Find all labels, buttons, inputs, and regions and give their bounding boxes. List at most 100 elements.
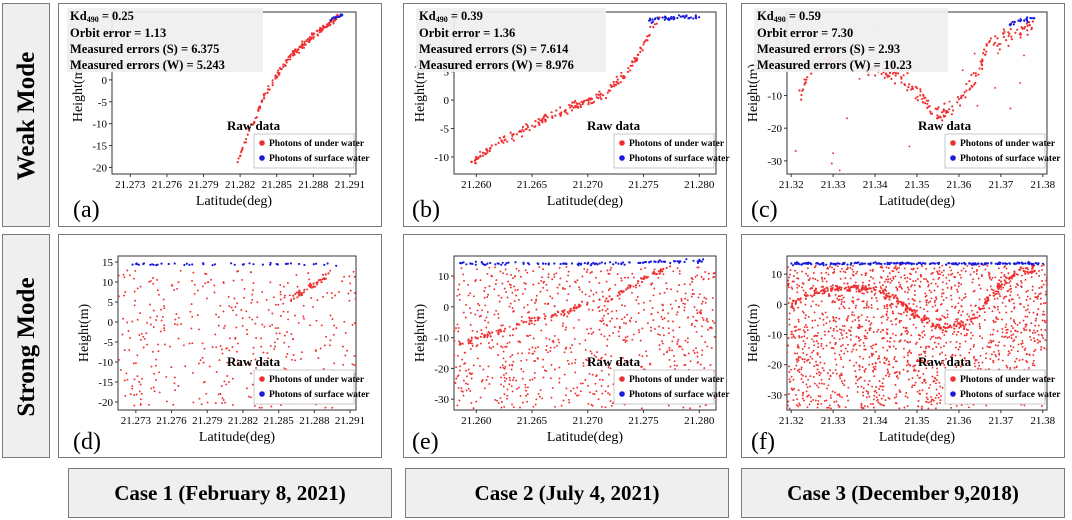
under-water-point — [921, 97, 924, 101]
under-water-point — [179, 269, 182, 272]
under-water-point — [921, 359, 924, 362]
under-water-point — [467, 387, 470, 390]
under-water-point — [870, 303, 873, 306]
surface-water-point — [600, 261, 603, 264]
surface-water-point — [667, 18, 670, 21]
under-water-point — [956, 96, 960, 99]
under-water-point — [257, 108, 260, 111]
under-water-point — [983, 53, 987, 56]
surface-water-point — [1023, 19, 1026, 22]
surface-water-point — [849, 263, 852, 266]
under-water-point — [874, 292, 877, 295]
under-water-point — [290, 358, 293, 361]
under-water-point — [240, 309, 243, 311]
surface-water-point — [1012, 23, 1015, 26]
under-water-point — [801, 286, 803, 289]
under-water-point — [190, 327, 193, 330]
under-water-point — [880, 287, 883, 290]
under-water-point — [896, 289, 899, 292]
under-water-point — [903, 83, 906, 86]
under-water-point — [966, 264, 969, 267]
under-water-point — [689, 407, 691, 410]
under-water-point — [692, 349, 695, 352]
under-water-point — [595, 375, 598, 378]
under-water-point — [673, 354, 676, 357]
under-water-point — [533, 360, 536, 362]
under-water-point — [1002, 286, 1005, 289]
under-water-point — [484, 286, 487, 289]
under-water-point — [927, 284, 930, 286]
under-water-point — [1039, 297, 1042, 300]
under-water-point — [467, 294, 470, 297]
under-water-point — [934, 282, 937, 285]
surface-water-point — [830, 262, 833, 265]
under-water-point — [1021, 342, 1024, 345]
under-water-point — [600, 384, 603, 387]
under-water-point — [818, 371, 820, 374]
under-water-point — [846, 267, 849, 270]
under-water-point — [581, 291, 584, 293]
surface-water-point — [483, 263, 486, 266]
under-water-point — [562, 322, 565, 325]
under-water-point — [326, 291, 329, 294]
under-water-point — [534, 120, 537, 123]
under-water-point — [501, 282, 504, 285]
surface-water-point — [660, 260, 663, 263]
under-water-point — [629, 286, 632, 289]
under-water-point — [788, 378, 791, 381]
under-water-point — [290, 299, 293, 302]
under-water-point — [836, 297, 839, 300]
under-water-point — [937, 318, 939, 321]
under-water-point — [351, 323, 354, 326]
under-water-point — [898, 407, 901, 410]
under-water-point — [686, 337, 689, 340]
under-water-point — [163, 324, 166, 327]
y-tick-label: -30 — [767, 390, 782, 402]
under-water-point — [930, 336, 933, 338]
under-water-point — [881, 337, 884, 340]
under-water-point — [912, 323, 915, 326]
under-water-point — [951, 305, 953, 308]
under-water-point — [1014, 329, 1016, 332]
under-water-point — [612, 332, 615, 334]
under-water-point — [964, 270, 967, 273]
under-water-point — [885, 286, 888, 288]
under-water-point — [950, 286, 953, 289]
under-water-point — [593, 354, 596, 357]
surface-water-point — [248, 262, 251, 265]
under-water-point — [706, 317, 708, 320]
surface-water-point — [810, 263, 813, 266]
y-tick-label: 10 — [771, 269, 783, 281]
under-water-point — [153, 390, 156, 393]
under-water-point — [544, 120, 547, 123]
under-water-point — [802, 283, 805, 285]
under-water-point — [892, 366, 895, 369]
surface-water-point — [670, 16, 673, 19]
under-water-point — [903, 406, 906, 409]
under-water-point — [887, 396, 890, 399]
under-water-point — [844, 286, 848, 289]
under-water-point — [1023, 26, 1026, 29]
under-water-point — [819, 361, 822, 364]
under-water-point — [941, 281, 944, 284]
under-water-point — [928, 289, 931, 292]
under-water-point — [801, 358, 804, 360]
under-water-point — [546, 351, 549, 354]
under-water-point — [988, 275, 991, 278]
under-water-point — [796, 346, 799, 349]
under-water-point — [471, 329, 474, 332]
under-water-point — [584, 339, 587, 342]
under-water-point — [854, 281, 857, 284]
under-water-point — [913, 284, 916, 287]
under-water-point — [1002, 28, 1006, 31]
under-water-point — [520, 135, 524, 138]
under-water-point — [696, 274, 699, 277]
under-water-point — [993, 305, 996, 308]
under-water-point — [899, 283, 902, 286]
under-water-point — [627, 284, 631, 287]
under-water-point — [508, 305, 511, 308]
under-water-point — [964, 323, 967, 326]
under-water-point — [1014, 31, 1017, 34]
stats-line: Measured errors (S) = 6.375 — [70, 42, 219, 56]
under-water-point — [577, 394, 580, 397]
